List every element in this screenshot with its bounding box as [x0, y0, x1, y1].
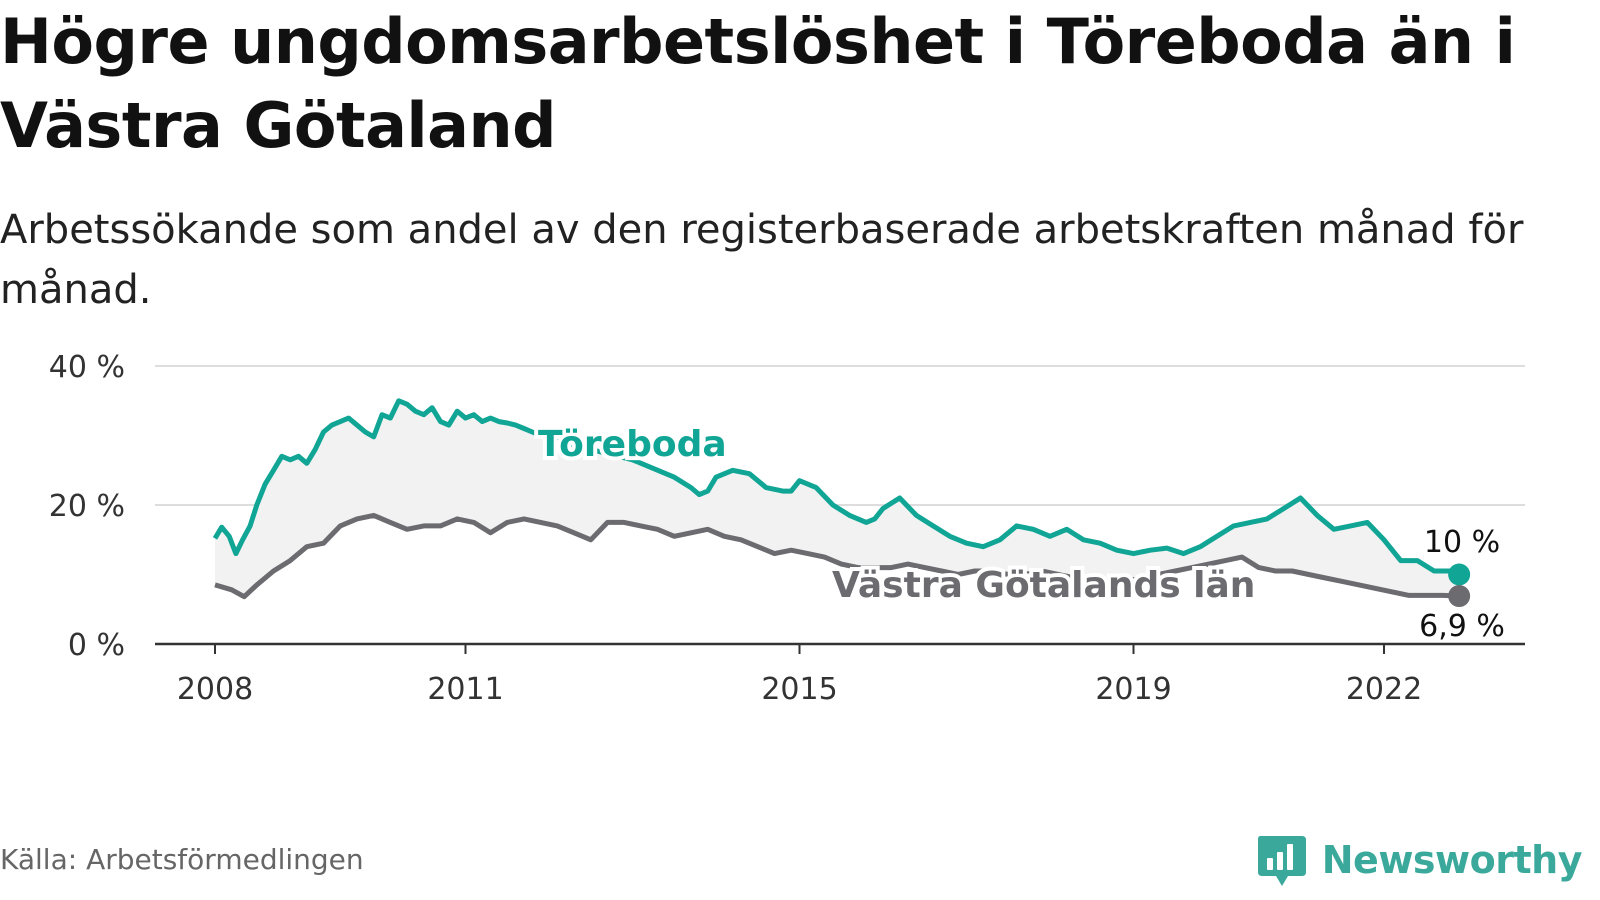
end-point-vastra-gotaland [1448, 585, 1471, 608]
y-axis-ticks: 0 % 20 % 40 % [49, 350, 125, 663]
end-value-label-vastra-gotaland: 6,9 % [1419, 609, 1505, 644]
line-chart: 0 % 20 % 40 % 2008 2011 2015 2019 2022 Törebod… [49, 350, 1525, 707]
series-line-vastra-gotaland [214, 512, 1460, 600]
source-note: Källa: Arbetsförmedlingen [0, 843, 364, 876]
y-tick-label: 20 % [49, 489, 125, 524]
chart-subtitle: Arbetssökande som andel av den registerb… [0, 207, 1524, 313]
chart-title: Högre ungdomsarbetslöshet i Töreboda än … [0, 5, 1516, 162]
series-label-vastra-gotaland: Västra Götalands län [832, 565, 1255, 606]
difference-band [215, 400, 1460, 597]
x-tick-label: 2011 [427, 672, 503, 707]
end-point-toreboda [1448, 563, 1471, 586]
y-tick-label: 0 % [68, 628, 125, 663]
x-tick-label: 2022 [1346, 672, 1422, 707]
x-tick-label: 2015 [761, 672, 837, 707]
x-tick-label: 2008 [177, 672, 253, 707]
y-tick-label: 40 % [49, 350, 125, 385]
series-label-toreboda: Töreboda [538, 424, 727, 465]
x-axis-ticks: 2008 2011 2015 2019 2022 [177, 644, 1422, 707]
brand-logo: Newsworthy [1254, 832, 1583, 888]
brand-name: Newsworthy [1321, 838, 1583, 882]
series-line-toreboda [212, 398, 1461, 577]
end-value-label-toreboda: 10 % [1424, 525, 1500, 560]
x-tick-label: 2019 [1095, 672, 1171, 707]
newsworthy-logo-icon [1257, 836, 1306, 886]
